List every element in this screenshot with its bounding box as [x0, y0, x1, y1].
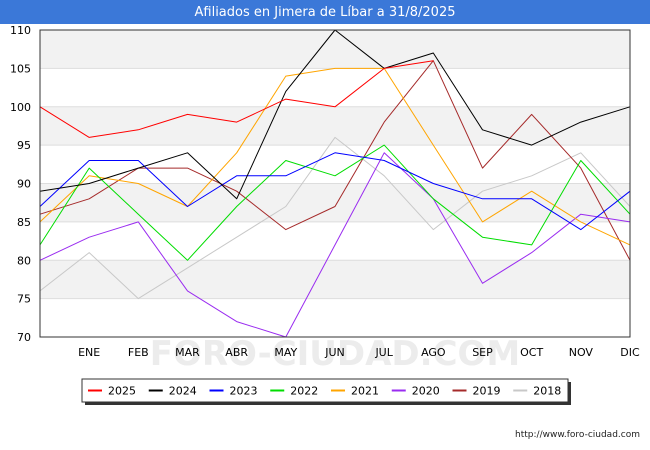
- legend-label: 2024: [169, 385, 197, 398]
- x-tick-label: AGO: [421, 346, 446, 359]
- legend-label: 2022: [290, 385, 318, 398]
- x-axis-ticks: ENE FEB MAR ABR MAY JUN JUL AGO SEP OCT NOV DIC: [78, 346, 640, 359]
- plot-band: [40, 260, 630, 299]
- y-tick-label: 95: [17, 139, 31, 152]
- plot-bands: [40, 30, 630, 337]
- legend-box: [81, 378, 569, 403]
- plot-band: [40, 298, 630, 337]
- y-tick-label: 110: [10, 24, 31, 37]
- plot-band: [40, 183, 630, 222]
- y-axis-ticks: 70 75 80 85 90 95 100 105 110: [10, 24, 31, 344]
- y-tick-label: 85: [17, 216, 31, 229]
- y-tick-label: 70: [17, 331, 31, 344]
- x-tick-label: SEP: [472, 346, 493, 359]
- x-tick-label: MAR: [175, 346, 200, 359]
- x-tick-label: JUL: [374, 346, 393, 359]
- legend: 2025 2024 2023 2022 2021 2020 2019 2018: [81, 378, 571, 405]
- series-lines: [39, 29, 631, 338]
- x-tick-label: MAY: [274, 346, 297, 359]
- plot-band: [40, 145, 630, 184]
- legend-label: 2025: [108, 385, 136, 398]
- series-line-2025: [39, 60, 434, 138]
- legend-label: 2021: [351, 385, 379, 398]
- x-tick-label: ENE: [78, 346, 100, 359]
- plot-frame: [39, 29, 631, 338]
- y-tick-label: 75: [17, 293, 31, 306]
- y-tick-label: 90: [17, 178, 31, 191]
- y-tick-label: 80: [17, 254, 31, 267]
- x-tick-label: NOV: [569, 346, 594, 359]
- plot-band: [40, 221, 630, 261]
- series-line-2020: [39, 152, 631, 338]
- chart-title: Afiliados en Jimera de Líbar a 31/8/2025: [0, 0, 650, 24]
- x-tick-label: FEB: [128, 346, 149, 359]
- footer-url: http://www.foro-ciudad.com: [515, 430, 640, 440]
- y-tick-label: 100: [10, 101, 31, 114]
- x-tick-label: JUN: [324, 346, 345, 359]
- legend-label: 2019: [473, 385, 501, 398]
- plot-band: [40, 30, 630, 69]
- series-line-2021: [39, 67, 631, 246]
- legend-label: 2023: [230, 385, 258, 398]
- legend-label: 2020: [412, 385, 440, 398]
- plot-band: [40, 68, 630, 107]
- watermark: FORO-CIUDAD.COM: [150, 334, 521, 374]
- x-tick-label: DIC: [620, 346, 640, 359]
- series-line-2018: [39, 136, 631, 300]
- series-line-2023: [39, 152, 631, 231]
- x-tick-label: OCT: [520, 346, 543, 359]
- series-line-2022: [39, 144, 631, 261]
- x-tick-label: ABR: [225, 346, 248, 359]
- plot-band: [40, 106, 630, 146]
- y-tick-label: 105: [10, 62, 31, 75]
- legend-label: 2018: [533, 385, 561, 398]
